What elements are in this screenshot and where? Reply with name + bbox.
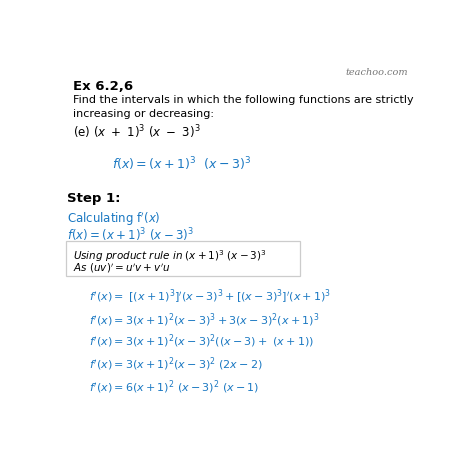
Text: (e) $(x \ + \ 1)^3 \ (x \ - \ 3)^3$: (e) $(x \ + \ 1)^3 \ (x \ - \ 3)^3$ (73, 123, 201, 141)
Text: Ex 6.2,6: Ex 6.2,6 (73, 80, 133, 93)
Text: $f(x) = (x+1)^3 \ \ (x-3)^3$: $f(x) = (x+1)^3 \ \ (x-3)^3$ (112, 155, 251, 173)
Text: Calculating f$'(x)$: Calculating f$'(x)$ (67, 211, 161, 228)
Text: $f'(x) = 6(x+1)^2 \ (x-3)^2 \ (x-1)$: $f'(x) = 6(x+1)^2 \ (x-3)^2 \ (x-1)$ (89, 379, 259, 396)
Text: $f'(x) = 3(x+1)^2(x-3)^2 \left((x-3) + \ (x+1)\right)$: $f'(x) = 3(x+1)^2(x-3)^2 \left((x-3) + \… (89, 333, 314, 350)
Text: $f'(x) = 3(x+1)^2(x-3)^3 +3(x-3)^2(x+1)^3$: $f'(x) = 3(x+1)^2(x-3)^3 +3(x-3)^2(x+1)^… (89, 311, 319, 328)
Text: Using product rule in $(x + 1)^3 \ (x - 3)^3$: Using product rule in $(x + 1)^3 \ (x - … (73, 248, 267, 264)
Text: As $(uv)' = u'v + v'u$: As $(uv)' = u'v + v'u$ (73, 262, 171, 275)
Text: teachoo.com: teachoo.com (346, 68, 408, 77)
FancyBboxPatch shape (66, 241, 300, 276)
Text: $f'(x) = 3(x+1)^2(x-3)^2 \ (2x-2)$: $f'(x) = 3(x+1)^2(x-3)^2 \ (2x-2)$ (89, 356, 262, 373)
Text: increasing or decreasing:: increasing or decreasing: (73, 109, 214, 119)
Text: Find the intervals in which the following functions are strictly: Find the intervals in which the followin… (73, 95, 414, 105)
Text: $f(x) = (x+1)^3 \ (x-3)^3$: $f(x) = (x+1)^3 \ (x-3)^3$ (67, 226, 194, 244)
Text: $f'(x) = \ [(x+1)^3]'(x-3)^3 +[(x-3)^3]'(x+1)^3$: $f'(x) = \ [(x+1)^3]'(x-3)^3 +[(x-3)^3]'… (89, 288, 331, 306)
Text: Step 1:: Step 1: (67, 191, 120, 205)
